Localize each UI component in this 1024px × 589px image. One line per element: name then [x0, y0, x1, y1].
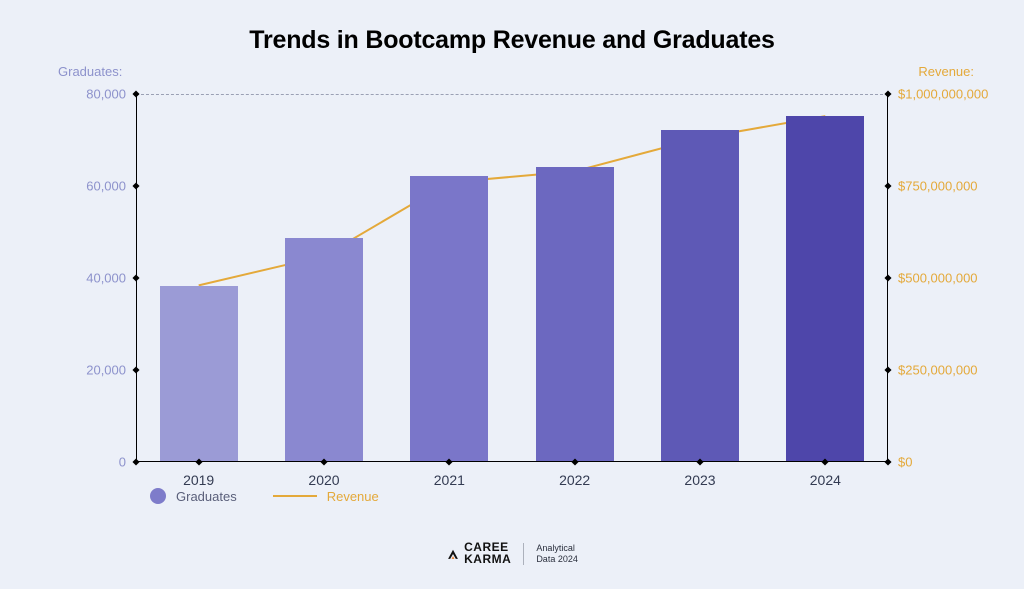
legend-label: Graduates	[176, 489, 237, 504]
logo-text: KARMA	[464, 554, 511, 565]
chart-title: Trends in Bootcamp Revenue and Graduates	[0, 26, 1024, 55]
y-right-tick-label: $750,000,000	[888, 179, 978, 194]
y-right-tick-label: $500,000,000	[888, 271, 978, 286]
x-tick-label: 2024	[810, 472, 841, 488]
left-axis-title: Graduates:	[58, 64, 122, 79]
footer-subtitle: Analytical Data 2024	[536, 543, 578, 564]
y-left-tick-label: 60,000	[86, 179, 136, 194]
x-tick-label: 2023	[684, 472, 715, 488]
legend-item-revenue: Revenue	[273, 489, 379, 504]
bar	[536, 167, 614, 461]
legend-label: Revenue	[327, 489, 379, 504]
legend-item-graduates: Graduates	[150, 488, 237, 504]
careerkarma-logo: CAREE KARMA	[446, 542, 511, 565]
y-left-tick-label: 40,000	[86, 271, 136, 286]
footer-subtitle-line: Analytical	[536, 543, 578, 553]
legend-line-icon	[273, 495, 317, 497]
bar	[786, 116, 864, 461]
y-right-tick-label: $250,000,000	[888, 363, 978, 378]
logo-mark-icon	[446, 547, 460, 561]
x-tick-label: 2022	[559, 472, 590, 488]
plot-area: 020,00040,00060,00080,000$0$250,000,000$…	[136, 94, 888, 462]
chart: Graduates: Revenue: 020,00040,00060,0008…	[88, 68, 936, 488]
legend: Graduates Revenue	[150, 488, 379, 504]
y-left-tick-label: 80,000	[86, 87, 136, 102]
bar	[661, 130, 739, 461]
bar	[160, 286, 238, 461]
x-tick-label: 2021	[434, 472, 465, 488]
footer-divider	[523, 543, 524, 565]
y-right-tick-label: $1,000,000,000	[888, 87, 988, 102]
y-left-tick-label: 20,000	[86, 363, 136, 378]
footer: CAREE KARMA Analytical Data 2024	[0, 542, 1024, 565]
footer-subtitle-line: Data 2024	[536, 554, 578, 564]
legend-dot-icon	[150, 488, 166, 504]
revenue-line	[136, 94, 888, 462]
bar	[410, 176, 488, 461]
x-tick-label: 2020	[308, 472, 339, 488]
right-axis-title: Revenue:	[918, 64, 974, 79]
y-right-tick-label: $0	[888, 455, 912, 470]
bar	[285, 238, 363, 461]
x-tick-label: 2019	[183, 472, 214, 488]
